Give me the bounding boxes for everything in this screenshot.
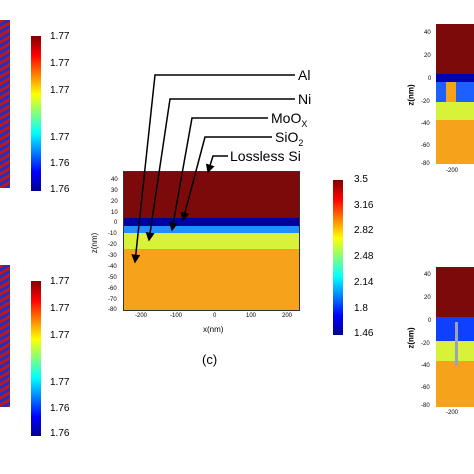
rt-z-axis-label: z(nm) <box>406 84 416 106</box>
rb-x-tick: -200 <box>446 410 459 416</box>
rt-z-tick: -80 <box>421 161 430 167</box>
z-tick: -40 <box>108 264 117 270</box>
x-tick: 0 <box>213 313 217 319</box>
left-top-cb-tick: 1.76 <box>50 184 70 195</box>
rt-z-tick: -60 <box>421 143 430 149</box>
x-tick: 100 <box>246 313 257 319</box>
x-tick: 200 <box>282 313 293 319</box>
left-bottom-cb-tick: 1.76 <box>50 403 70 414</box>
rt-z-tick: 0 <box>428 76 432 82</box>
rt-z-tick: -20 <box>421 99 430 105</box>
left-bottom-cb-tick: 1.76 <box>50 428 70 439</box>
arrow-sio2 <box>180 136 272 222</box>
left-bottom-colorbar <box>31 281 41 436</box>
z-tick: -20 <box>108 242 117 248</box>
rb-z-tick: -40 <box>421 363 430 369</box>
label-sio2-main: SiO <box>275 129 299 145</box>
rt-region-blue <box>436 74 474 82</box>
z-tick: -50 <box>108 275 117 281</box>
z-tick: -10 <box>108 231 117 237</box>
left-bottom-cb-tick: 1.77 <box>50 330 70 341</box>
rt-z-tick: -40 <box>421 121 430 127</box>
rt-region-si <box>436 120 474 164</box>
rt-region-notch-left <box>436 82 446 102</box>
z-tick: -70 <box>108 297 117 303</box>
center-cb-tick: 2.14 <box>354 277 374 288</box>
layer-moox <box>123 218 300 226</box>
arrow-si <box>205 155 228 174</box>
x-tick: -100 <box>170 313 183 319</box>
left-bottom-field-map <box>0 265 10 407</box>
label-moox-sub: X <box>301 118 308 129</box>
arrow-moox <box>168 117 268 232</box>
rb-z-tick: -60 <box>421 385 430 391</box>
rt-region-al <box>436 24 474 74</box>
left-top-cb-tick: 1.77 <box>50 31 70 42</box>
left-bottom-cb-tick: 1.77 <box>50 377 70 388</box>
z-tick: 0 <box>114 220 118 226</box>
rb-z-tick: -20 <box>421 341 430 347</box>
z-tick: -60 <box>108 286 117 292</box>
rt-z-tick: 40 <box>424 30 431 36</box>
layer-al <box>123 171 300 218</box>
figure-caption: (c) <box>202 352 218 367</box>
layer-sio2 <box>123 226 300 233</box>
z-tick: 40 <box>111 177 118 183</box>
left-top-cb-tick: 1.76 <box>50 158 70 169</box>
z-tick: 10 <box>111 210 118 216</box>
left-top-cb-tick: 1.77 <box>50 58 70 69</box>
left-top-cb-tick: 1.77 <box>50 132 70 143</box>
center-cb-tick: 2.48 <box>354 251 374 262</box>
label-lossless-si: Lossless Si <box>230 148 301 164</box>
left-bottom-cb-tick: 1.77 <box>50 303 70 314</box>
center-colorbar <box>333 180 343 335</box>
rt-region-ni <box>436 102 474 120</box>
rt-x-tick: -200 <box>446 168 459 174</box>
label-al: Al <box>298 67 311 83</box>
rb-z-tick: -80 <box>421 403 430 409</box>
x-axis-label: x(nm) <box>203 325 224 334</box>
z-tick: 30 <box>111 188 118 194</box>
left-top-field-map <box>0 20 10 188</box>
label-sio2-sub: 2 <box>298 137 304 148</box>
rb-region-al <box>436 267 474 317</box>
label-moox: MoOX <box>271 111 307 131</box>
center-cb-tick: 3.5 <box>354 174 368 185</box>
arrow-ni <box>145 98 295 242</box>
layer-lossless-si <box>123 249 300 311</box>
z-tick: -30 <box>108 253 117 259</box>
rb-region-wire <box>455 322 458 366</box>
label-moox-main: MoO <box>271 110 302 126</box>
left-bottom-cb-tick: 1.77 <box>50 276 70 287</box>
z-tick: -80 <box>108 307 117 313</box>
rb-z-tick: 40 <box>424 272 431 278</box>
left-top-cb-tick: 1.77 <box>50 85 70 96</box>
center-cb-tick: 3.16 <box>354 200 374 211</box>
label-sio2: SiO2 <box>275 130 303 150</box>
center-cb-tick: 1.8 <box>354 303 368 314</box>
left-top-colorbar <box>31 36 41 191</box>
center-cb-tick: 2.82 <box>354 225 374 236</box>
center-cb-tick: 1.46 <box>354 328 374 339</box>
rt-z-tick: 20 <box>424 53 431 59</box>
rb-region-si <box>436 361 474 407</box>
rt-region-notch <box>446 82 456 104</box>
arrow-al <box>131 74 295 264</box>
x-tick: -200 <box>135 313 148 319</box>
rb-z-tick: 0 <box>428 318 432 324</box>
rb-z-tick: 20 <box>424 295 431 301</box>
rt-region-notch-right <box>456 82 474 102</box>
z-tick: 20 <box>111 199 118 205</box>
layer-ni <box>123 233 300 249</box>
label-ni: Ni <box>298 91 312 107</box>
rb-z-axis-label: z(nm) <box>406 327 416 349</box>
